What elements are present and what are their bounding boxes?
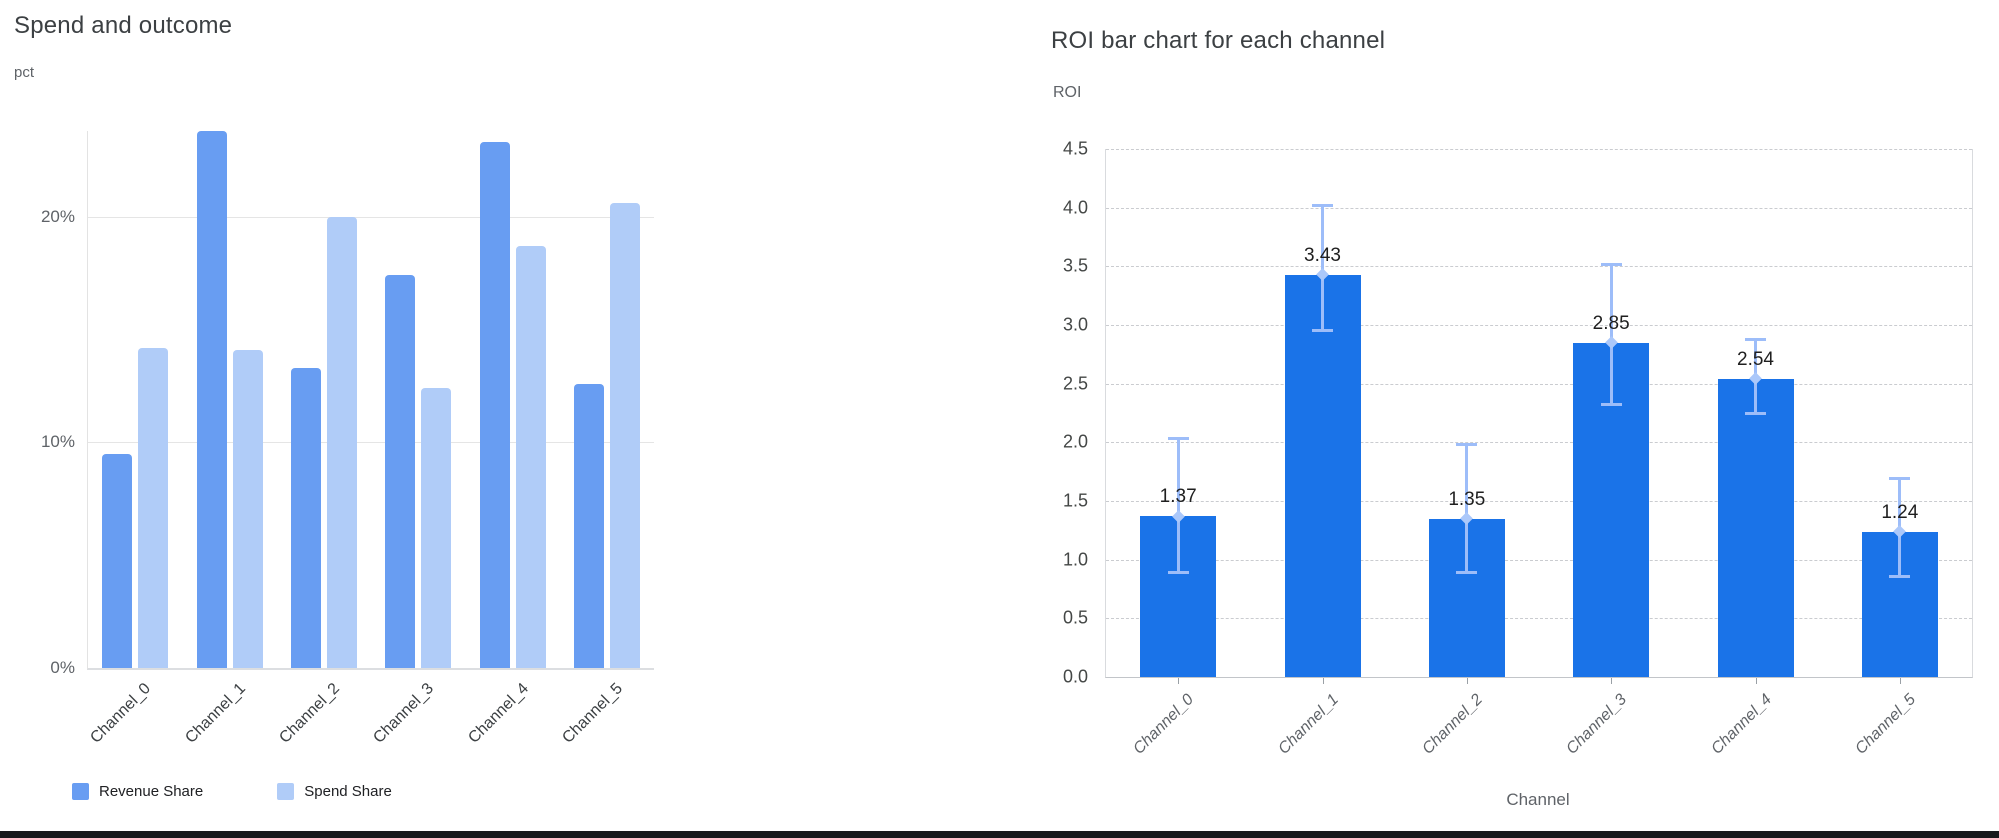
gridline — [1106, 559, 1972, 561]
error-bar-top-cap — [1600, 262, 1622, 266]
gridline — [1106, 618, 1972, 620]
legend: Revenue Share Spend Share — [72, 783, 392, 800]
x-tick-mark — [1899, 678, 1901, 684]
gridline — [88, 216, 654, 218]
y-tick-label: 0.0 — [1062, 666, 1088, 687]
gridline — [1106, 207, 1972, 209]
legend-item[interactable]: Spend Share — [277, 783, 392, 800]
right-plot-area: 0.0 0.5 1.0 1.5 2.0 2.5 3.0 3.5 4.0 4.5 1.37 Channe… — [1063, 139, 1973, 758]
error-bar — [1465, 443, 1469, 573]
spend-share-bar[interactable] — [232, 349, 263, 668]
error-bar-bottom-cap — [1167, 570, 1189, 574]
error-bar — [1609, 263, 1613, 405]
error-bar-bottom-cap — [1889, 575, 1911, 579]
revenue-share-bar[interactable] — [196, 131, 227, 668]
x-tick-label: Channel_0 — [1130, 691, 1198, 758]
y-tick-label: 1.5 — [1062, 490, 1088, 511]
revenue-share-bar[interactable] — [385, 275, 416, 668]
spend-share-bar[interactable] — [609, 203, 640, 668]
x-tick-label: Channel_3 — [1563, 691, 1631, 758]
bar-value-label: 2.54 — [1737, 348, 1774, 370]
y-tick-label: 4.5 — [1062, 138, 1088, 159]
right-y-axis-unit: ROI — [1053, 84, 1082, 101]
x-tick-mark — [1755, 678, 1757, 684]
y-tick-label: 3.5 — [1062, 255, 1088, 276]
error-bar-top-cap — [1312, 204, 1333, 208]
revenue-share-bar[interactable] — [573, 383, 604, 668]
error-bar — [1321, 205, 1324, 331]
legend-swatch — [277, 783, 295, 800]
x-tick-label: Channel_5 — [559, 680, 626, 747]
legend-item[interactable]: Revenue Share — [72, 783, 203, 800]
bar-value-label: 1.37 — [1159, 486, 1197, 508]
x-tick-mark — [1322, 678, 1324, 684]
roi-bar[interactable] — [1284, 274, 1361, 677]
error-bar-top-cap — [1889, 476, 1911, 480]
spend-share-bar[interactable] — [515, 246, 546, 668]
legend-swatch — [72, 783, 89, 800]
x-tick-mark — [1611, 678, 1613, 684]
revenue-share-bar[interactable] — [479, 142, 510, 668]
error-bar-bottom-cap — [1312, 328, 1333, 332]
gridline — [1106, 442, 1972, 444]
spend-share-bar[interactable] — [421, 388, 452, 668]
right-chart-title: ROI bar chart for each channel — [1051, 27, 1386, 54]
bottom-border-bar — [0, 831, 1999, 838]
error-bar-bottom-cap — [1745, 412, 1766, 416]
right-x-axis-title: Channel — [1506, 790, 1570, 809]
legend-label: Spend Share — [304, 783, 392, 800]
left-y-axis-unit: pct — [14, 64, 35, 81]
error-bar-top-cap — [1745, 338, 1766, 342]
error-bar — [1176, 437, 1180, 573]
gridline — [1106, 501, 1972, 502]
y-tick-label: 2.5 — [1062, 373, 1088, 394]
gridline — [1106, 149, 1972, 150]
y-tick-label: 4.0 — [1062, 197, 1088, 218]
error-bar-top-cap — [1167, 436, 1189, 440]
revenue-share-bar[interactable] — [102, 453, 133, 668]
error-bar-top-cap — [1456, 442, 1478, 446]
x-tick-label: Channel_5 — [1852, 691, 1919, 758]
x-tick-label: Channel_1 — [1274, 691, 1342, 758]
y-tick-label: 1.0 — [1062, 549, 1088, 570]
x-tick-mark — [1466, 678, 1468, 684]
y-tick-label: 2.0 — [1062, 431, 1088, 452]
bar-value-label: 2.85 — [1592, 312, 1630, 334]
x-tick-mark — [1178, 678, 1180, 684]
x-tick-label: Channel_2 — [276, 680, 343, 747]
left-chart-title: Spend and outcome — [14, 12, 233, 39]
roi-bar[interactable] — [1717, 378, 1794, 677]
gridline — [1106, 266, 1972, 268]
x-tick-label: Channel_3 — [370, 680, 438, 747]
y-tick-label: 0.5 — [1062, 607, 1088, 628]
error-bar-bottom-cap — [1600, 402, 1622, 406]
error-bar-bottom-cap — [1456, 570, 1478, 574]
spend-share-bar[interactable] — [326, 216, 357, 668]
bar-value-label: 1.24 — [1881, 501, 1919, 523]
gridline — [88, 442, 654, 444]
legend-label: Revenue Share — [99, 783, 204, 800]
x-tick-label: Channel_1 — [181, 680, 249, 747]
revenue-share-bar[interactable] — [290, 367, 321, 668]
y-tick-label: 10% — [40, 432, 75, 452]
spend-share-bar[interactable] — [138, 347, 169, 668]
gridline — [1106, 325, 1972, 326]
bar-value-label: 3.43 — [1304, 244, 1341, 266]
y-tick-label: 0% — [50, 658, 75, 677]
gridline — [1106, 383, 1972, 385]
x-tick-label: Channel_4 — [1707, 691, 1775, 758]
y-tick-label: 20% — [40, 206, 75, 226]
left-plot-area: 0% 10% 20% Channel_0 Channel_1 Channel_2 Chann… — [41, 131, 654, 747]
bar-value-label: 1.35 — [1448, 488, 1486, 510]
x-tick-label: Channel_4 — [464, 680, 532, 747]
x-tick-label: Channel_0 — [87, 680, 155, 747]
y-tick-label: 3.0 — [1062, 314, 1088, 335]
x-tick-label: Channel_2 — [1419, 691, 1486, 758]
